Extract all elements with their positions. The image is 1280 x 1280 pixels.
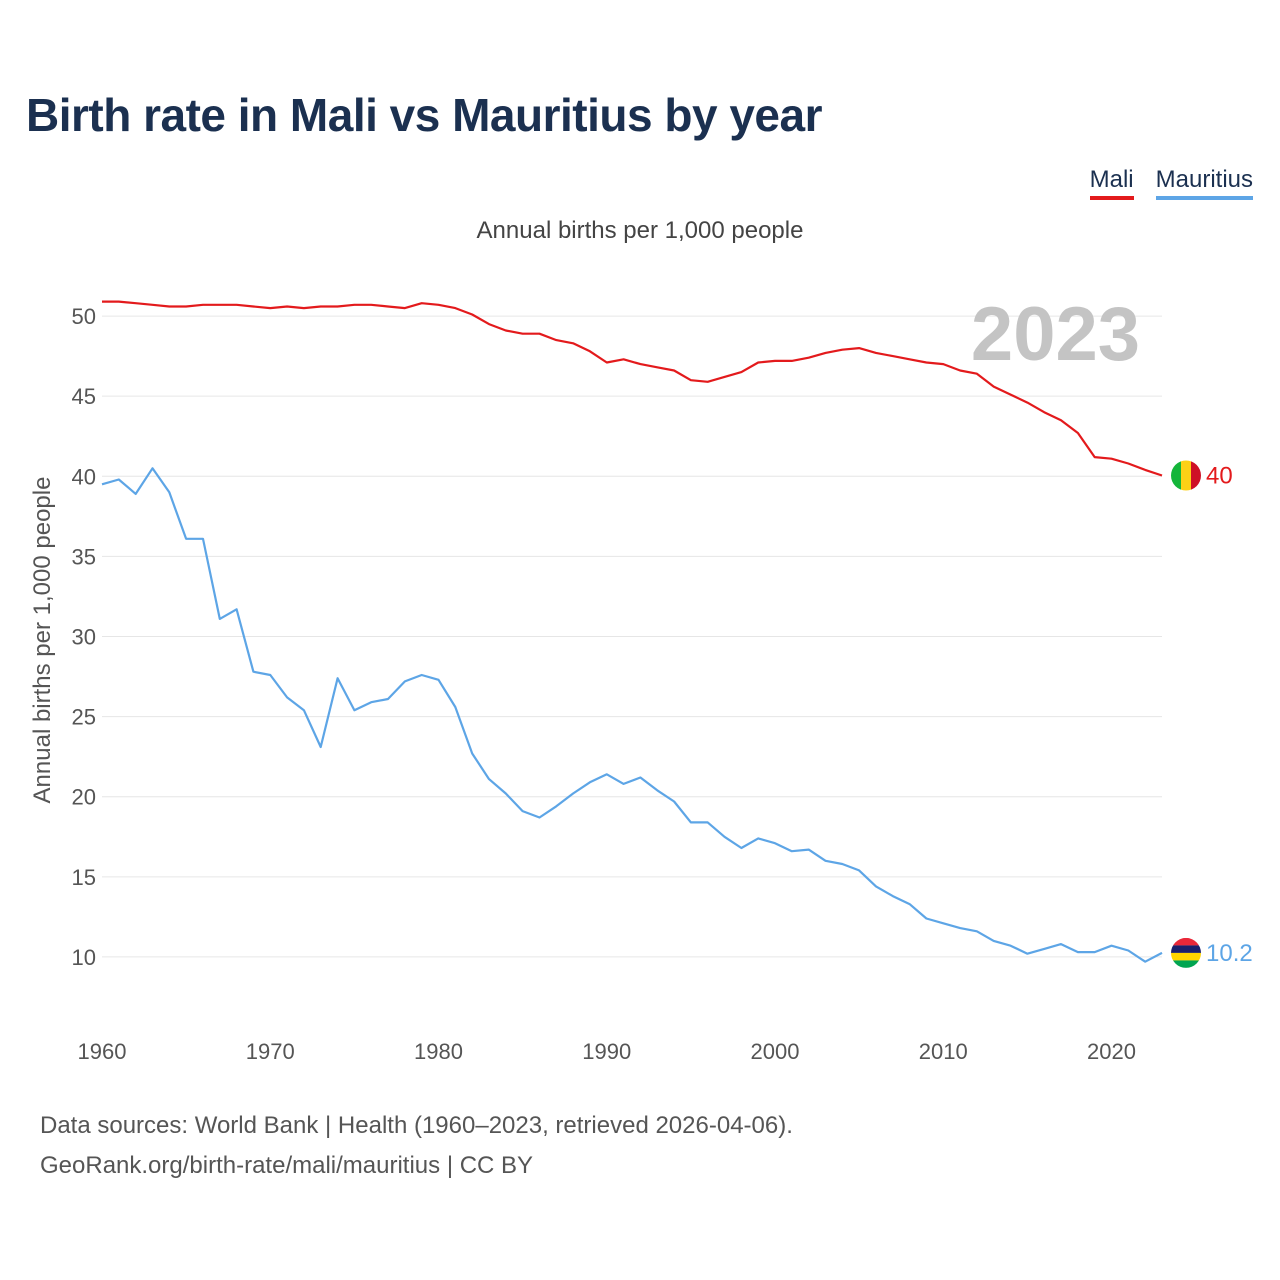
flag-icon-mauritius: [1171, 937, 1201, 968]
x-tick-label-1960: 1960: [78, 1039, 127, 1064]
y-tick-label-30: 30: [72, 625, 96, 650]
flag-icon-mali: [1171, 460, 1201, 491]
source-line-2[interactable]: GeoRank.org/birth-rate/mali/mauritius | …: [40, 1152, 534, 1179]
x-tick-label-1970: 1970: [246, 1039, 295, 1064]
y-tick-label-35: 35: [72, 544, 96, 569]
year-label: 2023: [971, 292, 1140, 377]
chart-title: Birth rate in Mali vs Mauritius by year: [26, 89, 822, 141]
y-axis-label: Annual births per 1,000 people: [29, 477, 56, 804]
chart-subtitle: Annual births per 1,000 people: [476, 217, 804, 244]
x-tick-label-2020: 2020: [1087, 1039, 1136, 1064]
x-tick-label-2010: 2010: [919, 1039, 968, 1064]
y-tick-label-15: 15: [72, 865, 96, 890]
y-tick-label-20: 20: [72, 785, 96, 810]
x-tick-label-1990: 1990: [582, 1039, 631, 1064]
y-tick-label-25: 25: [72, 705, 96, 730]
y-tick-label-50: 50: [72, 304, 96, 329]
y-tick-label-10: 10: [72, 945, 96, 970]
source-line-1: Data sources: World Bank | Health (1960–…: [40, 1112, 793, 1139]
legend: Mali Mauritius: [1089, 166, 1253, 200]
series-line-mauritius: [101, 467, 1163, 963]
end-label-mauritius: 10.2: [1206, 940, 1253, 967]
series-line-mali: [102, 300, 1163, 477]
end-label-mali: 40: [1206, 462, 1233, 489]
y-tick-label-40: 40: [72, 464, 96, 489]
y-tick-label-45: 45: [72, 384, 96, 409]
source-note: Data sources: World Bank | Health (1960–…: [40, 1106, 793, 1186]
x-tick-label-2000: 2000: [751, 1039, 800, 1064]
legend-item-mauritius[interactable]: Mauritius: [1155, 166, 1253, 200]
legend-item-mali[interactable]: Mali: [1089, 166, 1134, 200]
x-tick-label-1980: 1980: [414, 1039, 463, 1064]
